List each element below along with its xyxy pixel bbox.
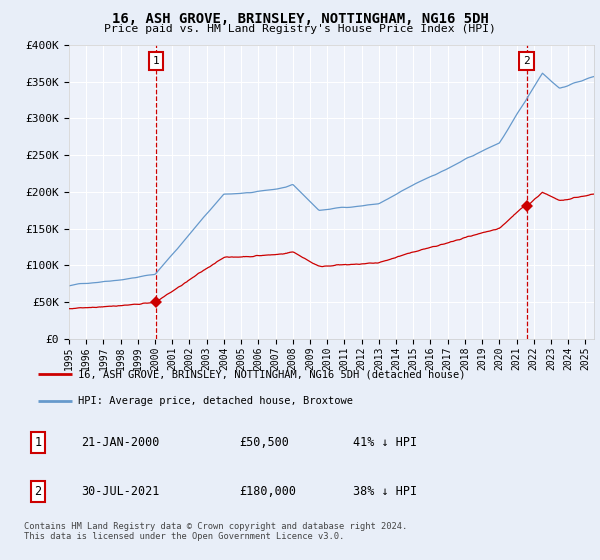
Text: 1: 1 (152, 56, 160, 66)
Text: £50,500: £50,500 (239, 436, 289, 449)
Text: 1: 1 (35, 436, 42, 449)
Text: HPI: Average price, detached house, Broxtowe: HPI: Average price, detached house, Brox… (78, 396, 353, 407)
Text: 41% ↓ HPI: 41% ↓ HPI (353, 436, 417, 449)
Text: 30-JUL-2021: 30-JUL-2021 (80, 485, 159, 498)
Text: £180,000: £180,000 (239, 485, 296, 498)
Text: 16, ASH GROVE, BRINSLEY, NOTTINGHAM, NG16 5DH: 16, ASH GROVE, BRINSLEY, NOTTINGHAM, NG1… (112, 12, 488, 26)
Text: 2: 2 (523, 56, 530, 66)
Text: 2: 2 (35, 485, 42, 498)
Text: 16, ASH GROVE, BRINSLEY, NOTTINGHAM, NG16 5DH (detached house): 16, ASH GROVE, BRINSLEY, NOTTINGHAM, NG1… (78, 369, 466, 379)
Text: 21-JAN-2000: 21-JAN-2000 (80, 436, 159, 449)
Text: Price paid vs. HM Land Registry's House Price Index (HPI): Price paid vs. HM Land Registry's House … (104, 24, 496, 34)
Text: 38% ↓ HPI: 38% ↓ HPI (353, 485, 417, 498)
Text: Contains HM Land Registry data © Crown copyright and database right 2024.
This d: Contains HM Land Registry data © Crown c… (24, 522, 407, 542)
